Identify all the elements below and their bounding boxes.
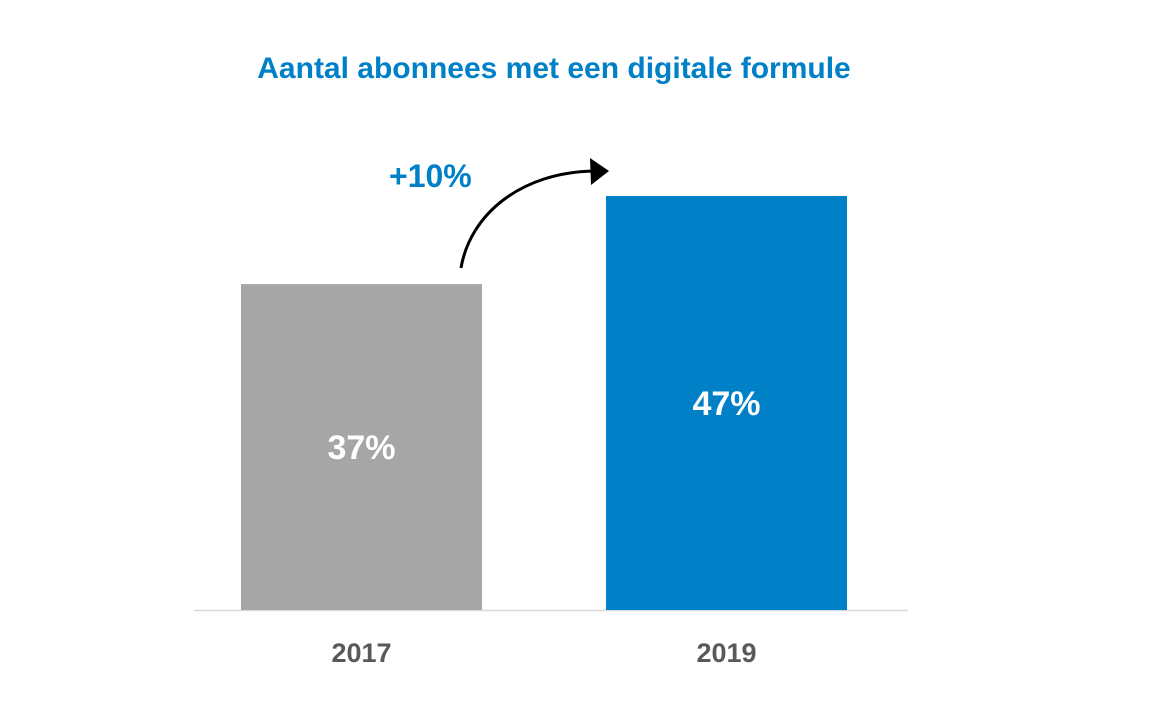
bar-2017	[241, 284, 482, 610]
growth-annotation: +10%	[389, 158, 472, 194]
arrow-head-icon	[590, 158, 609, 185]
bar-2019	[606, 196, 847, 610]
data-label: 47%	[692, 385, 760, 423]
data-label: 37%	[327, 429, 395, 467]
chart-title: Aantal abonnees met een digitale formule	[257, 52, 851, 85]
x-tick-label: 2019	[696, 638, 756, 668]
growth-arrow	[459, 169, 596, 269]
x-tick-label: 2017	[331, 638, 391, 668]
